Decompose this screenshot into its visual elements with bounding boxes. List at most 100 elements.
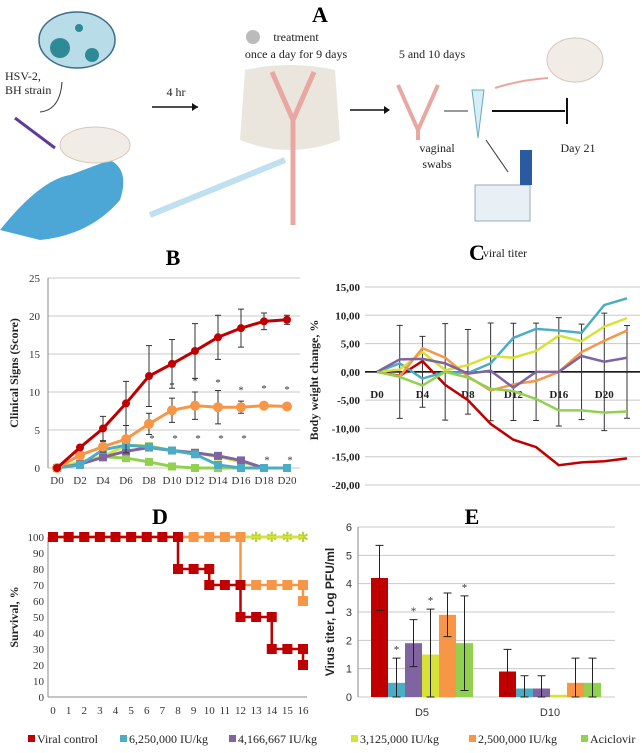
data-point	[282, 580, 293, 590]
chart-e-title: E	[465, 504, 480, 529]
y-axis-label: Clinical Signs (Score)	[7, 318, 21, 428]
significance-marker: *	[287, 454, 293, 466]
x-tick-label: 7	[160, 705, 166, 717]
significance-marker: *	[394, 644, 400, 656]
series-line	[376, 370, 628, 414]
data-point: ✱	[297, 531, 309, 546]
data-point	[157, 532, 168, 542]
data-point	[235, 612, 246, 622]
x-tick-label: D16	[232, 475, 251, 487]
data-point	[173, 532, 183, 542]
y-tick-label: 10	[29, 387, 41, 399]
y-tick-label: 2	[346, 635, 352, 647]
x-tick-label: 11	[220, 705, 231, 717]
y-tick-label: 4	[346, 579, 352, 591]
data-point	[214, 460, 222, 469]
data-point	[99, 453, 107, 462]
y-tick-label: 5	[346, 550, 352, 562]
error-bar	[601, 312, 608, 432]
data-point	[237, 456, 245, 465]
error-bar	[409, 619, 418, 668]
y-tick-label: 25	[29, 273, 41, 285]
data-point	[266, 644, 277, 654]
legend-swatch	[351, 735, 358, 742]
y-axis-label: Survival, %	[7, 586, 21, 647]
data-point	[214, 333, 222, 342]
data-point	[282, 401, 292, 412]
x-tick-label: 2	[82, 705, 88, 717]
reproductive-tract-icon	[269, 70, 317, 225]
arrow-icon	[485, 139, 509, 173]
y-tick-label: 100	[28, 532, 45, 544]
data-point	[260, 464, 268, 472]
y-tick-label: -5,00	[337, 395, 360, 407]
virion-icon	[85, 48, 99, 62]
virion-icon	[50, 38, 70, 58]
delay-label: 4 hr	[167, 85, 186, 99]
swabs-label-2: swabs	[422, 157, 452, 171]
legend-label: 2,500,000 IU/kg	[478, 732, 557, 746]
y-tick-label: -10,00	[332, 423, 361, 435]
data-point: ✱	[266, 531, 278, 546]
y-axis-label: Body weight change, %	[307, 320, 321, 441]
data-point	[173, 564, 183, 574]
data-point	[188, 564, 199, 574]
legend: Viral control 6,250,000 IU/kg 4,166,667 IU…	[28, 732, 635, 746]
data-point	[214, 451, 222, 460]
syringe-icon	[148, 157, 287, 218]
y-tick-label: 0	[39, 692, 45, 704]
y-tick-label: 10,00	[335, 310, 360, 322]
data-point	[283, 464, 291, 472]
y-tick-label: 6	[346, 522, 352, 534]
data-point: ✱	[250, 531, 262, 546]
x-tick-label: D18	[255, 475, 274, 487]
data-point	[145, 457, 153, 466]
significance-marker: *	[238, 385, 244, 397]
data-point	[219, 532, 230, 542]
legend-label: Viral control	[37, 732, 99, 746]
y-tick-label: 0	[35, 463, 41, 475]
x-tick-label: 6	[144, 705, 150, 717]
data-point	[298, 580, 308, 590]
legend-swatch	[229, 735, 236, 742]
data-point	[283, 315, 291, 324]
chart-c-title: C	[469, 240, 485, 265]
data-point	[191, 450, 199, 459]
panel-a-label: A	[312, 2, 328, 27]
x-tick-label: 5	[128, 705, 134, 717]
legend-swatch	[469, 735, 476, 742]
data-point	[282, 644, 293, 654]
data-point	[76, 443, 84, 452]
data-point	[298, 644, 308, 654]
legend-swatch	[120, 735, 127, 742]
data-point	[122, 399, 130, 408]
data-point	[145, 372, 153, 381]
data-point	[204, 564, 215, 574]
virus-bubble-icon	[38, 11, 116, 69]
virion-icon	[75, 24, 83, 32]
y-tick-label: 15,00	[335, 282, 360, 294]
data-point: ✱	[282, 531, 294, 546]
y-tick-label: 15	[29, 349, 41, 361]
data-point	[53, 464, 61, 472]
x-tick-label: 12	[235, 705, 246, 717]
error-bar	[624, 324, 630, 419]
data-point	[237, 324, 245, 333]
y-tick-label: 20	[29, 311, 41, 323]
data-point	[126, 532, 137, 542]
x-tick-label: D12	[186, 475, 205, 487]
y-tick-label: 0	[346, 692, 352, 704]
error-bar	[520, 675, 529, 698]
data-point	[266, 612, 277, 622]
data-point	[98, 441, 108, 452]
y-tick-label: 0,00	[341, 367, 361, 379]
significance-marker: *	[428, 595, 434, 607]
data-point	[99, 424, 107, 433]
bar	[371, 578, 388, 697]
significance-marker: *	[462, 582, 468, 594]
virus-label-2: BH strain	[5, 83, 51, 97]
tube-icon	[471, 89, 485, 139]
data-point	[188, 532, 199, 542]
x-tick-label: 13	[251, 705, 263, 717]
